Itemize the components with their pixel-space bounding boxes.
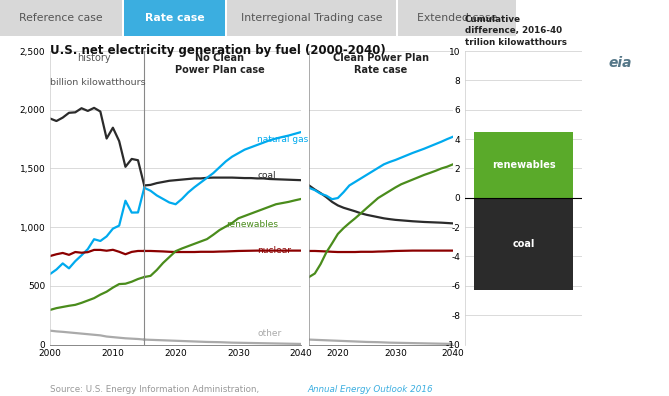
Bar — [227, 0, 396, 36]
Text: renewables: renewables — [226, 220, 278, 229]
Text: U.S. net electricity generation by fuel (2000-2040): U.S. net electricity generation by fuel … — [50, 44, 386, 57]
Text: eia: eia — [609, 56, 632, 70]
Text: Annual Energy Outlook 2016: Annual Energy Outlook 2016 — [308, 385, 434, 394]
Bar — [0, 0, 122, 36]
Text: nuclear: nuclear — [257, 246, 291, 255]
Text: Clean Power Plan
Rate case: Clean Power Plan Rate case — [333, 53, 429, 75]
Text: history: history — [77, 53, 111, 63]
Text: Source: U.S. Energy Information Administration,: Source: U.S. Energy Information Administ… — [50, 385, 262, 394]
Text: Interregional Trading case: Interregional Trading case — [241, 13, 383, 23]
Text: other: other — [257, 329, 282, 339]
Text: No Clean
Power Plan case: No Clean Power Plan case — [175, 53, 264, 75]
Text: billion kilowatthours: billion kilowatthours — [50, 78, 146, 87]
Text: Rate case: Rate case — [145, 13, 205, 23]
Bar — [124, 0, 225, 36]
Text: Cumulative
difference, 2016-40
trilion kilowatthours: Cumulative difference, 2016-40 trilion k… — [465, 15, 567, 47]
Text: renewables: renewables — [492, 160, 555, 170]
Bar — [474, 198, 573, 290]
Text: Extended case: Extended case — [417, 13, 498, 23]
Text: Reference case: Reference case — [19, 13, 103, 23]
Text: natural gas: natural gas — [257, 135, 308, 144]
Bar — [398, 0, 516, 36]
Bar — [474, 132, 573, 198]
Text: coal: coal — [257, 171, 276, 180]
Text: coal: coal — [512, 239, 535, 249]
